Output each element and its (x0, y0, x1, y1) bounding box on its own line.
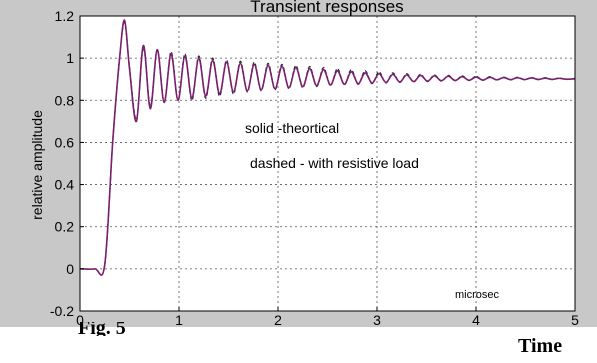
y-tick-label: 1.2 (55, 8, 75, 24)
y-tick-label: 0.6 (55, 134, 75, 150)
series-line-solid (80, 19, 575, 276)
figure-background: 0 1 2 3 4 5 -0.2 0 0.2 0.4 0.6 0.8 1 1.2 Transient re… (0, 0, 597, 327)
x-tick-label: 4 (472, 312, 480, 327)
annotation-solid: solid -theortical (245, 120, 339, 136)
x-tick-label: 5 (571, 312, 579, 327)
y-axis-label: relative amplitude (29, 110, 45, 220)
x-tick-label: 3 (373, 312, 381, 327)
x-tick-label: 1 (175, 312, 183, 327)
y-tick-label: -0.2 (50, 303, 74, 319)
time-axis-label: Time (518, 335, 563, 357)
figure-caption: Fig. 5 (78, 322, 126, 336)
series-group (80, 19, 575, 276)
plot-frame (79, 15, 576, 312)
x-tick-label: 0 (76, 312, 84, 327)
x-axis-unit-label: microsec (455, 289, 500, 301)
plot-area (80, 16, 575, 311)
grid-lines (80, 16, 575, 311)
y-tick-label: 1 (66, 50, 74, 66)
axis-ticks: 0 1 2 3 4 5-0.200.20.40.60.811.2 (50, 8, 579, 327)
y-tick-label: 0 (66, 261, 74, 277)
transient-response-chart: 0 1 2 3 4 5-0.200.20.40.60.811.2 Transient re… (29, 0, 579, 327)
y-tick-label: 0.2 (55, 219, 75, 235)
annotation-dashed: dashed - with resistive load (250, 155, 419, 171)
y-tick-label: 0.4 (55, 177, 75, 193)
y-tick-label: 0.8 (55, 92, 75, 108)
x-tick-label: 2 (274, 312, 282, 327)
chart-title: Transient responses (250, 0, 403, 16)
